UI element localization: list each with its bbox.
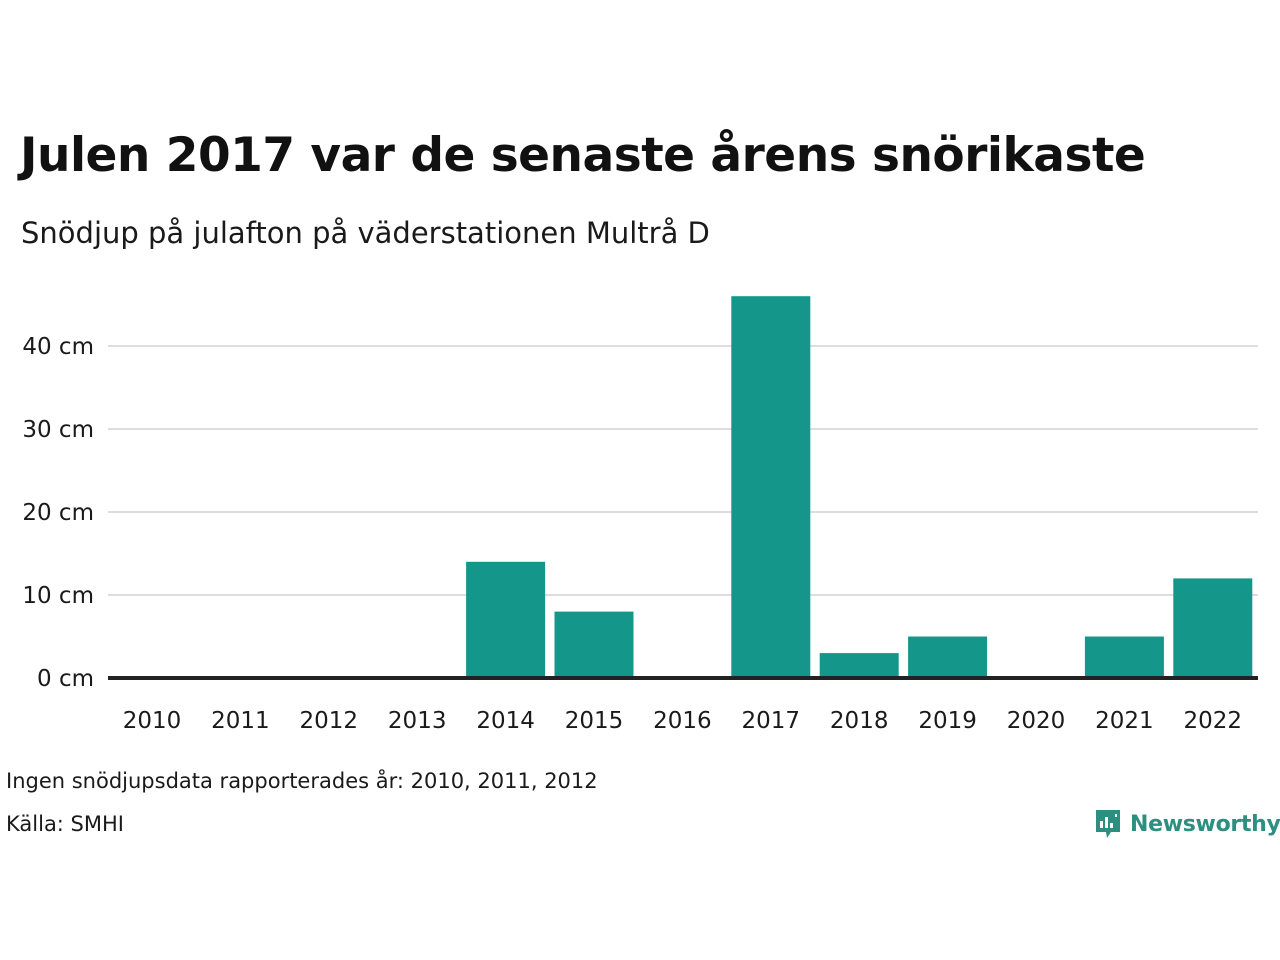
x-tick-label: 2022	[1184, 708, 1243, 734]
x-tick-label: 2018	[830, 708, 889, 734]
bar-chart-bubble-icon	[1094, 808, 1122, 840]
gridlines	[108, 345, 1258, 596]
x-axis-ticks: 2010 2011 2012 2013 2014 2015 2016 2017 2018 2019…	[123, 708, 1242, 734]
x-tick-label: 2011	[211, 708, 270, 734]
x-tick-label: 2017	[742, 708, 801, 734]
x-tick-label: 2010	[123, 708, 182, 734]
x-tick-label: 2016	[653, 708, 712, 734]
missing-data-note: Ingen snödjupsdata rapporterades år: 201…	[6, 769, 598, 793]
x-tick-label: 2014	[476, 708, 535, 734]
chart-subtitle: Snödjup på julafton på väderstationen Mu…	[21, 216, 710, 250]
bar-2022	[1173, 578, 1253, 678]
newsworthy-logo: Newsworthy	[1094, 806, 1280, 842]
y-tick-label: 10 cm	[22, 583, 94, 609]
logo-text: Newsworthy	[1130, 811, 1280, 837]
x-tick-label: 2015	[565, 708, 624, 734]
bar-2019	[908, 636, 988, 678]
y-axis-ticks: 0 cm 10 cm 20 cm 30 cm 40 cm	[22, 334, 94, 692]
y-tick-label: 0 cm	[37, 666, 94, 692]
bar-2015	[554, 611, 634, 678]
x-tick-label: 2019	[918, 708, 977, 734]
bars	[466, 296, 1253, 678]
x-tick-label: 2021	[1095, 708, 1154, 734]
source-note: Källa: SMHI	[6, 812, 124, 836]
bar-2021	[1084, 636, 1164, 678]
bar-2014	[466, 561, 546, 678]
y-tick-label: 40 cm	[22, 334, 94, 360]
y-tick-label: 20 cm	[22, 500, 94, 526]
x-tick-label: 2012	[300, 708, 359, 734]
x-tick-label: 2013	[388, 708, 447, 734]
bar-2018	[819, 653, 899, 678]
chart-title: Julen 2017 var de senaste årens snörikas…	[20, 128, 1146, 183]
x-tick-label: 2020	[1007, 708, 1066, 734]
y-tick-label: 30 cm	[22, 417, 94, 443]
bar-2017	[731, 296, 811, 678]
